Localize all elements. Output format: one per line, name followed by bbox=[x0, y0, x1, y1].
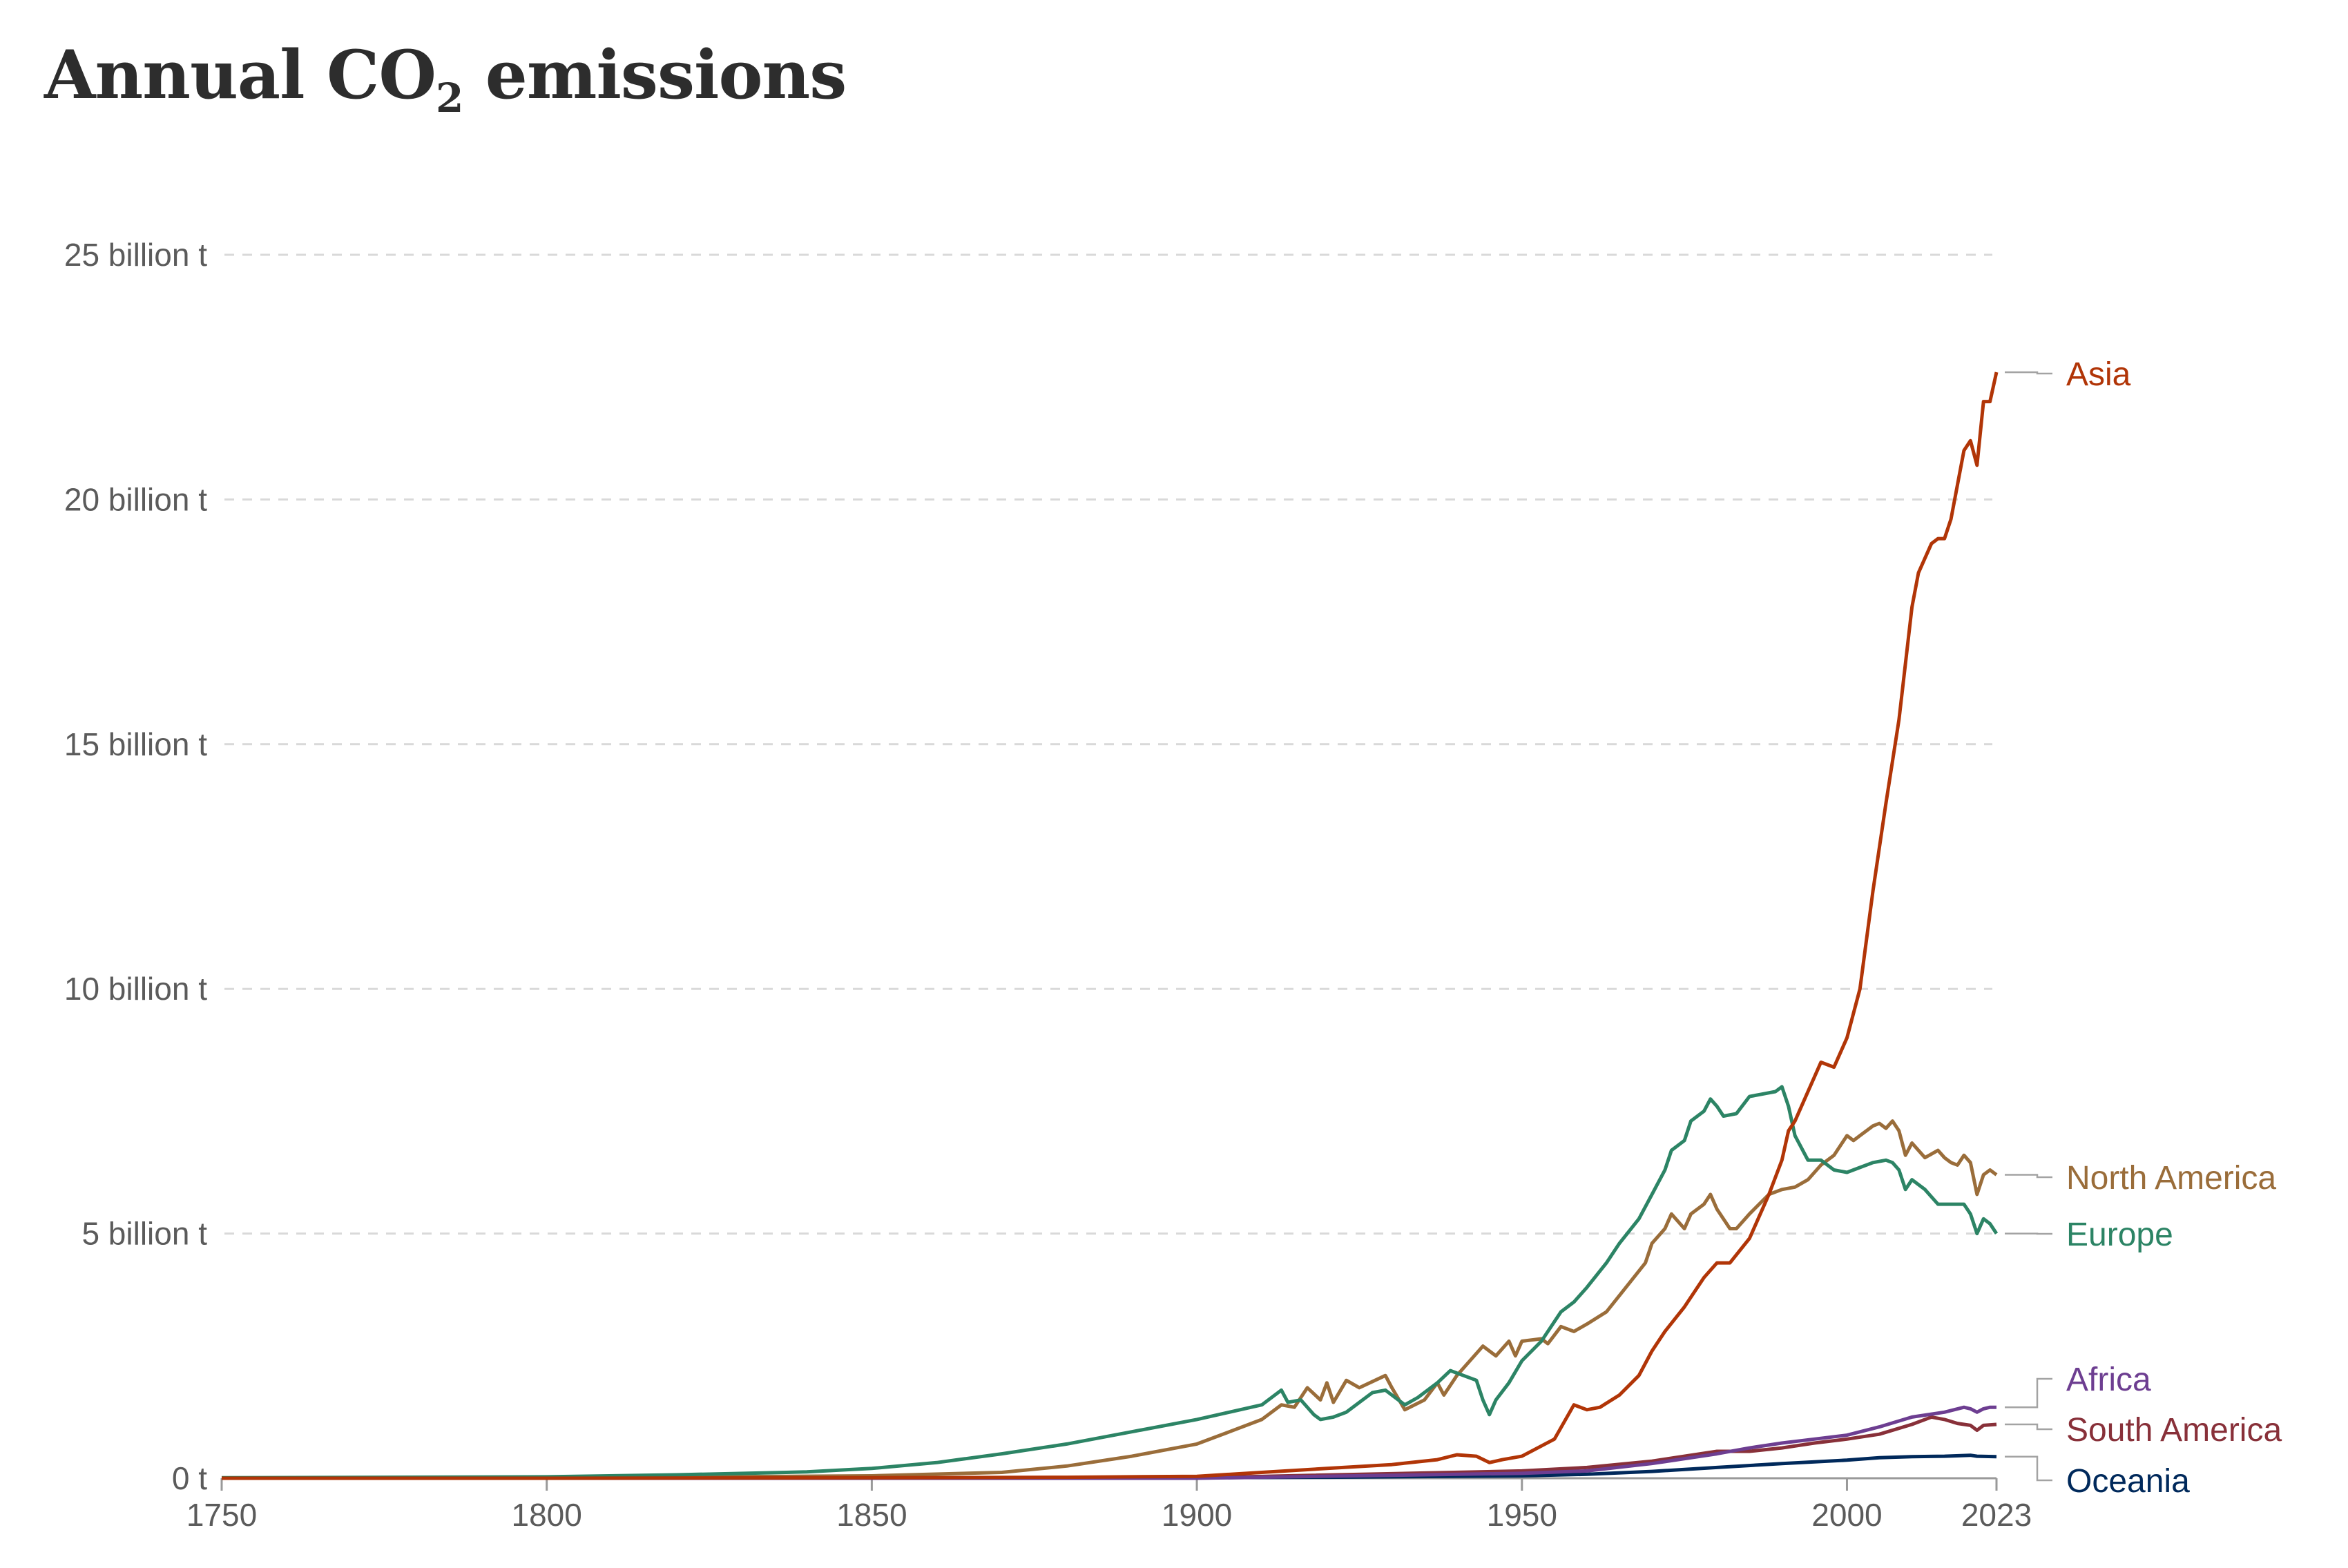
series-line-south-america bbox=[221, 1415, 1997, 1480]
title-suffix: emissions bbox=[463, 36, 847, 114]
label-connector bbox=[2005, 371, 2052, 375]
series-lines bbox=[221, 371, 1999, 1480]
title-main: Annual CO bbox=[44, 36, 436, 114]
x-tick-label: 1950 bbox=[1487, 1497, 1557, 1533]
x-tick-label: 1850 bbox=[836, 1497, 907, 1533]
x-axis-tick-labels: 1750 1800 1850 1900 1950 2000 2023 bbox=[186, 1497, 2032, 1533]
y-grid-lines bbox=[224, 253, 1992, 1235]
series-line-asia bbox=[222, 371, 1999, 1480]
label-connector bbox=[2005, 1455, 2052, 1482]
series-labels: Asia North America Europe Africa South Ameri… bbox=[2005, 356, 2282, 1500]
series-line-africa bbox=[222, 1405, 1996, 1480]
y-tick-label: 0 t bbox=[172, 1460, 207, 1496]
y-tick-label: 20 billion t bbox=[64, 481, 207, 517]
page-title: Annual CO2 emissions bbox=[44, 36, 847, 122]
series-label-africa: Africa bbox=[2066, 1362, 2151, 1398]
x-tick-label: 2023 bbox=[1961, 1497, 2032, 1533]
label-connector bbox=[2005, 1423, 2052, 1431]
y-tick-label: 25 billion t bbox=[64, 237, 207, 273]
x-tick-label: 1800 bbox=[512, 1497, 582, 1533]
label-connector bbox=[2005, 1377, 2052, 1409]
series-label-europe: Europe bbox=[2066, 1217, 2173, 1253]
y-tick-label: 15 billion t bbox=[64, 726, 207, 762]
series-label-south-america: South America bbox=[2066, 1412, 2282, 1449]
y-axis-tick-labels: 0 t 5 billion t 10 billion t 15 billion t 20… bbox=[64, 237, 207, 1496]
y-tick-label: 10 billion t bbox=[64, 971, 207, 1007]
series-label-asia: Asia bbox=[2066, 356, 2131, 393]
series-line-europe bbox=[221, 1085, 1999, 1480]
series-label-oceania: Oceania bbox=[2066, 1463, 2190, 1500]
x-tick-label: 1750 bbox=[186, 1497, 257, 1533]
label-connector bbox=[2005, 1174, 2052, 1179]
title-subscript: 2 bbox=[436, 75, 463, 122]
x-tick-label: 1900 bbox=[1162, 1497, 1232, 1533]
series-label-north-america: North America bbox=[2066, 1160, 2276, 1197]
x-tick-label: 2000 bbox=[1811, 1497, 1882, 1533]
x-axis bbox=[220, 1477, 1998, 1491]
y-tick-label: 5 billion t bbox=[81, 1216, 207, 1252]
series-line-north-america bbox=[221, 1119, 1998, 1480]
